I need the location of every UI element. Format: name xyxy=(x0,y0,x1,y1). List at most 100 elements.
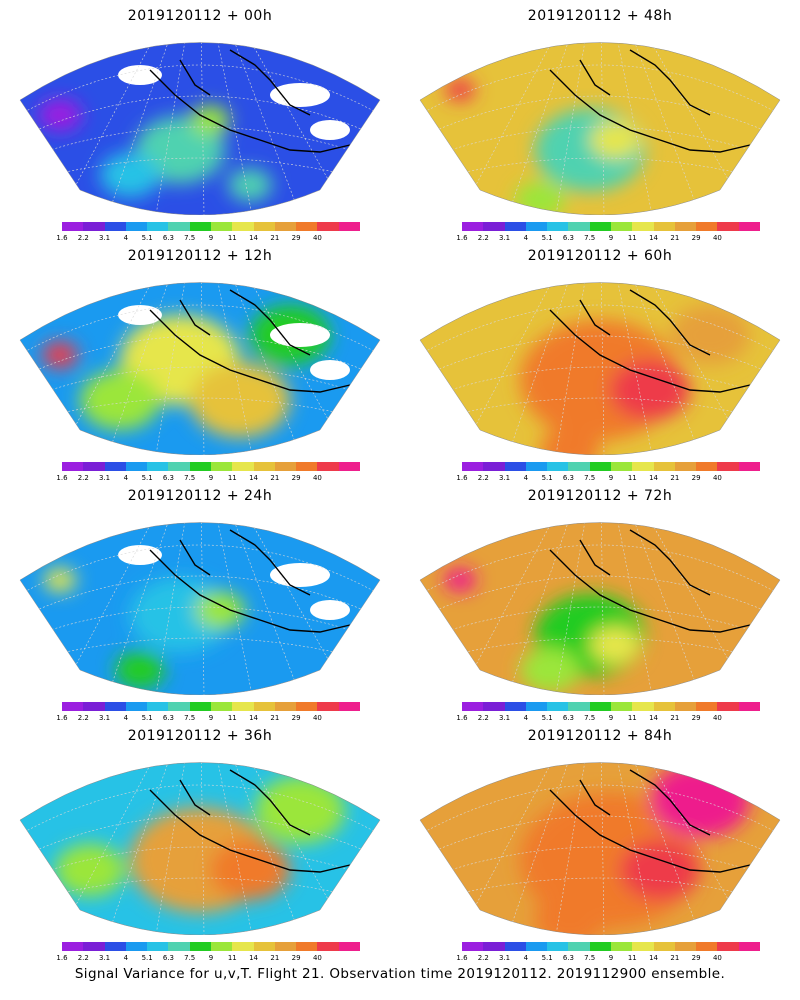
variance-hotspot xyxy=(210,840,290,900)
colorbar-swatch xyxy=(696,942,718,951)
colorbar-tick-label: 11 xyxy=(627,234,637,242)
no-data-patch xyxy=(270,83,330,107)
variance-hotspot xyxy=(228,168,272,202)
colorbar-tick-label: 40 xyxy=(312,714,322,722)
map-panel-f00: 2019120112 + 00h 1.6 2.2 3.1 4 5.1 6.3 7.5 9 11 14… xyxy=(0,0,400,242)
colorbar xyxy=(462,462,760,471)
colorbar-swatch xyxy=(62,222,84,231)
colorbar-swatch xyxy=(525,462,548,471)
map-boundary xyxy=(19,42,381,215)
colorbar-tick-label: 9 xyxy=(608,234,614,242)
colorbar-tick-label: 9 xyxy=(208,474,214,482)
colorbar-tick-label: 14 xyxy=(649,714,659,722)
colorbar-swatch xyxy=(147,222,169,231)
colorbar-swatch xyxy=(189,702,211,711)
colorbar-swatch xyxy=(483,222,505,231)
colorbar-tick-label: 6.3 xyxy=(162,714,174,722)
colorbar-tick-label: 6.3 xyxy=(562,714,574,722)
colorbar-swatch xyxy=(610,702,633,711)
colorbar-swatch xyxy=(547,942,569,951)
colorbar-tick-label: 14 xyxy=(249,714,259,722)
colorbar-swatch xyxy=(525,702,548,711)
colorbar-tick-label: 9 xyxy=(208,714,214,722)
variance-hotspot xyxy=(620,840,700,900)
colorbar-swatch xyxy=(62,702,84,711)
forecast-map xyxy=(19,762,381,935)
graticule xyxy=(420,762,780,935)
colorbar-tick-label: 4 xyxy=(123,714,129,722)
variance-hotspot xyxy=(444,568,476,592)
colorbar-swatch xyxy=(589,222,611,231)
colorbar-swatch xyxy=(568,702,590,711)
forecast-map xyxy=(419,42,781,215)
colorbar-swatch xyxy=(674,222,697,231)
colorbar-swatch xyxy=(589,462,611,471)
coastline xyxy=(549,529,751,633)
colorbar-swatch xyxy=(125,942,148,951)
colorbar-swatch xyxy=(125,702,148,711)
forecast-map xyxy=(419,282,781,455)
colorbar-tick-label: 3.1 xyxy=(498,954,511,962)
colorbar-tick-label: 14 xyxy=(249,954,259,962)
variance-hotspot xyxy=(80,370,160,430)
colorbar-tick-label: 4 xyxy=(523,474,529,482)
coastline xyxy=(149,769,351,873)
colorbar-swatch xyxy=(189,942,211,951)
colorbar-tick-label: 21 xyxy=(670,234,680,242)
colorbar-tick-label: 1.6 xyxy=(56,954,68,962)
colorbar-tick-label: 3.1 xyxy=(98,954,111,962)
colorbar-swatch xyxy=(653,462,675,471)
colorbar-tick-label: 11 xyxy=(227,954,237,962)
colorbar-ticks: 1.6 2.2 3.1 4 5.1 6.3 7.5 9 11 14 21 29 40 xyxy=(456,954,760,964)
colorbar-tick-label: 6.3 xyxy=(162,234,174,242)
forecast-map xyxy=(419,522,781,695)
colorbar-swatch xyxy=(62,942,84,951)
colorbar-swatch xyxy=(568,942,590,951)
colorbar-tick-label: 7.5 xyxy=(584,474,596,482)
variance-hotspot xyxy=(255,776,345,844)
coastline xyxy=(549,769,751,873)
colorbar-tick-label: 1.6 xyxy=(456,234,468,242)
colorbar-tick-label: 21 xyxy=(670,954,680,962)
variance-hotspot xyxy=(520,647,580,693)
colorbar-swatch xyxy=(632,702,654,711)
forecast-map xyxy=(19,522,381,695)
no-data-patch xyxy=(118,65,162,85)
colorbar-swatch xyxy=(253,462,275,471)
map-panel-f72: 2019120112 + 72h 1.6 2.2 3.1 4 5.1 6.3 7.5 9 11 14… xyxy=(400,480,800,722)
colorbar-swatch xyxy=(338,702,360,711)
colorbar-tick-label: 29 xyxy=(691,714,701,722)
colorbar-swatch xyxy=(296,942,318,951)
colorbar-tick-label: 40 xyxy=(312,954,322,962)
colorbar-tick-label: 6.3 xyxy=(562,234,574,242)
colorbar-tick-label: 11 xyxy=(227,234,237,242)
colorbar-swatch xyxy=(653,942,675,951)
colorbar-swatch xyxy=(62,462,84,471)
colorbar-swatch xyxy=(317,942,339,951)
colorbar-swatch xyxy=(147,462,169,471)
colorbar-tick-label: 5.1 xyxy=(141,474,153,482)
colorbar-tick-label: 5.1 xyxy=(141,954,153,962)
map-panel-f24: 2019120112 + 24h 1.6 2.2 3.1 4 5.1 6.3 7.5 9 11 14… xyxy=(0,480,400,722)
variance-hotspot xyxy=(670,305,750,365)
colorbar-swatch xyxy=(274,702,297,711)
colorbar-swatch xyxy=(674,702,697,711)
colorbar-swatch xyxy=(717,462,739,471)
colorbar-tick-label: 21 xyxy=(270,234,280,242)
colorbar-swatch xyxy=(674,462,697,471)
variance-hotspot xyxy=(55,843,125,897)
colorbar-swatch xyxy=(104,462,126,471)
colorbar-tick-label: 3.1 xyxy=(498,714,511,722)
colorbar-swatch xyxy=(610,942,633,951)
colorbar-tick-label: 9 xyxy=(608,474,614,482)
colorbar-tick-label: 1.6 xyxy=(456,954,468,962)
colorbar-swatch xyxy=(568,462,590,471)
variance-hotspot xyxy=(115,651,165,689)
map-panel-f36: 2019120112 + 36h 1.6 2.2 3.1 4 5.1 6.3 7.5 9 11 14… xyxy=(0,720,400,962)
panel-title: 2019120112 + 72h xyxy=(527,488,673,504)
map-boundary xyxy=(419,42,781,215)
colorbar-tick-label: 21 xyxy=(270,954,280,962)
colorbar-swatch xyxy=(232,462,254,471)
colorbar-swatch xyxy=(274,462,297,471)
colorbar-tick-label: 7.5 xyxy=(184,474,196,482)
